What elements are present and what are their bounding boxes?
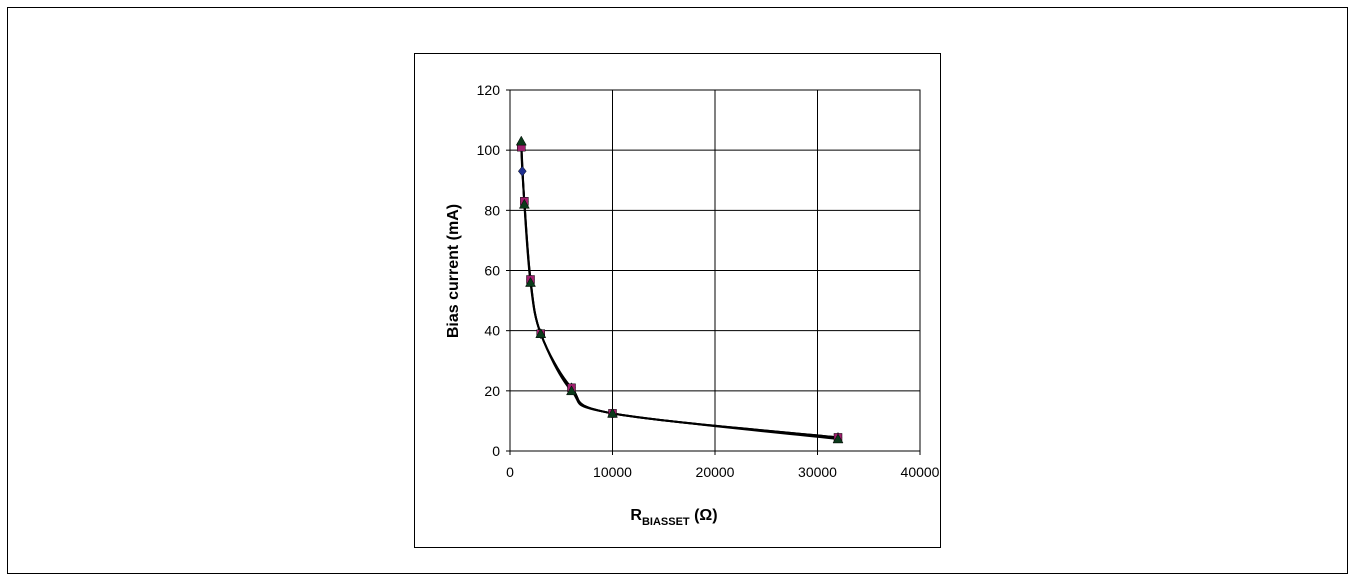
y-tick-label: 100 — [477, 142, 501, 158]
x-tick-label: 30000 — [798, 464, 837, 480]
x-axis-title: RBIASSET (Ω) — [630, 507, 717, 528]
y-tick-label: 0 — [492, 443, 500, 459]
triangle-marker — [607, 407, 618, 418]
triangle-marker — [525, 277, 536, 287]
x-tick-label: 10000 — [593, 464, 632, 480]
triangle-marker — [518, 198, 530, 209]
triangle-marker — [832, 433, 844, 444]
y-tick-label: 80 — [484, 202, 500, 218]
y-tick-label: 60 — [484, 263, 500, 279]
x-tick-label: 20000 — [696, 464, 735, 480]
y-axis-title: Bias current (mA) — [445, 204, 462, 338]
series-curve — [520, 141, 839, 440]
data-markers — [515, 135, 844, 444]
chart-area — [414, 53, 941, 548]
y-tick-label: 120 — [477, 82, 501, 98]
diamond-marker — [517, 165, 527, 177]
x-tick-label: 0 — [506, 464, 514, 480]
tick-labels: 0 20 40 60 80 100 120 0 10000 20000 30000 40000 — [477, 82, 940, 480]
x-tick-label: 40000 — [901, 464, 940, 480]
triangle-marker — [535, 328, 547, 338]
y-tick-label: 40 — [484, 323, 500, 339]
grid-lines — [506, 89, 921, 455]
triangle-marker — [515, 135, 527, 146]
axis-titles: Bias current (mA) RBIASSET (Ω) — [445, 204, 718, 528]
triangle-marker — [566, 385, 577, 396]
y-tick-label: 20 — [484, 383, 500, 399]
